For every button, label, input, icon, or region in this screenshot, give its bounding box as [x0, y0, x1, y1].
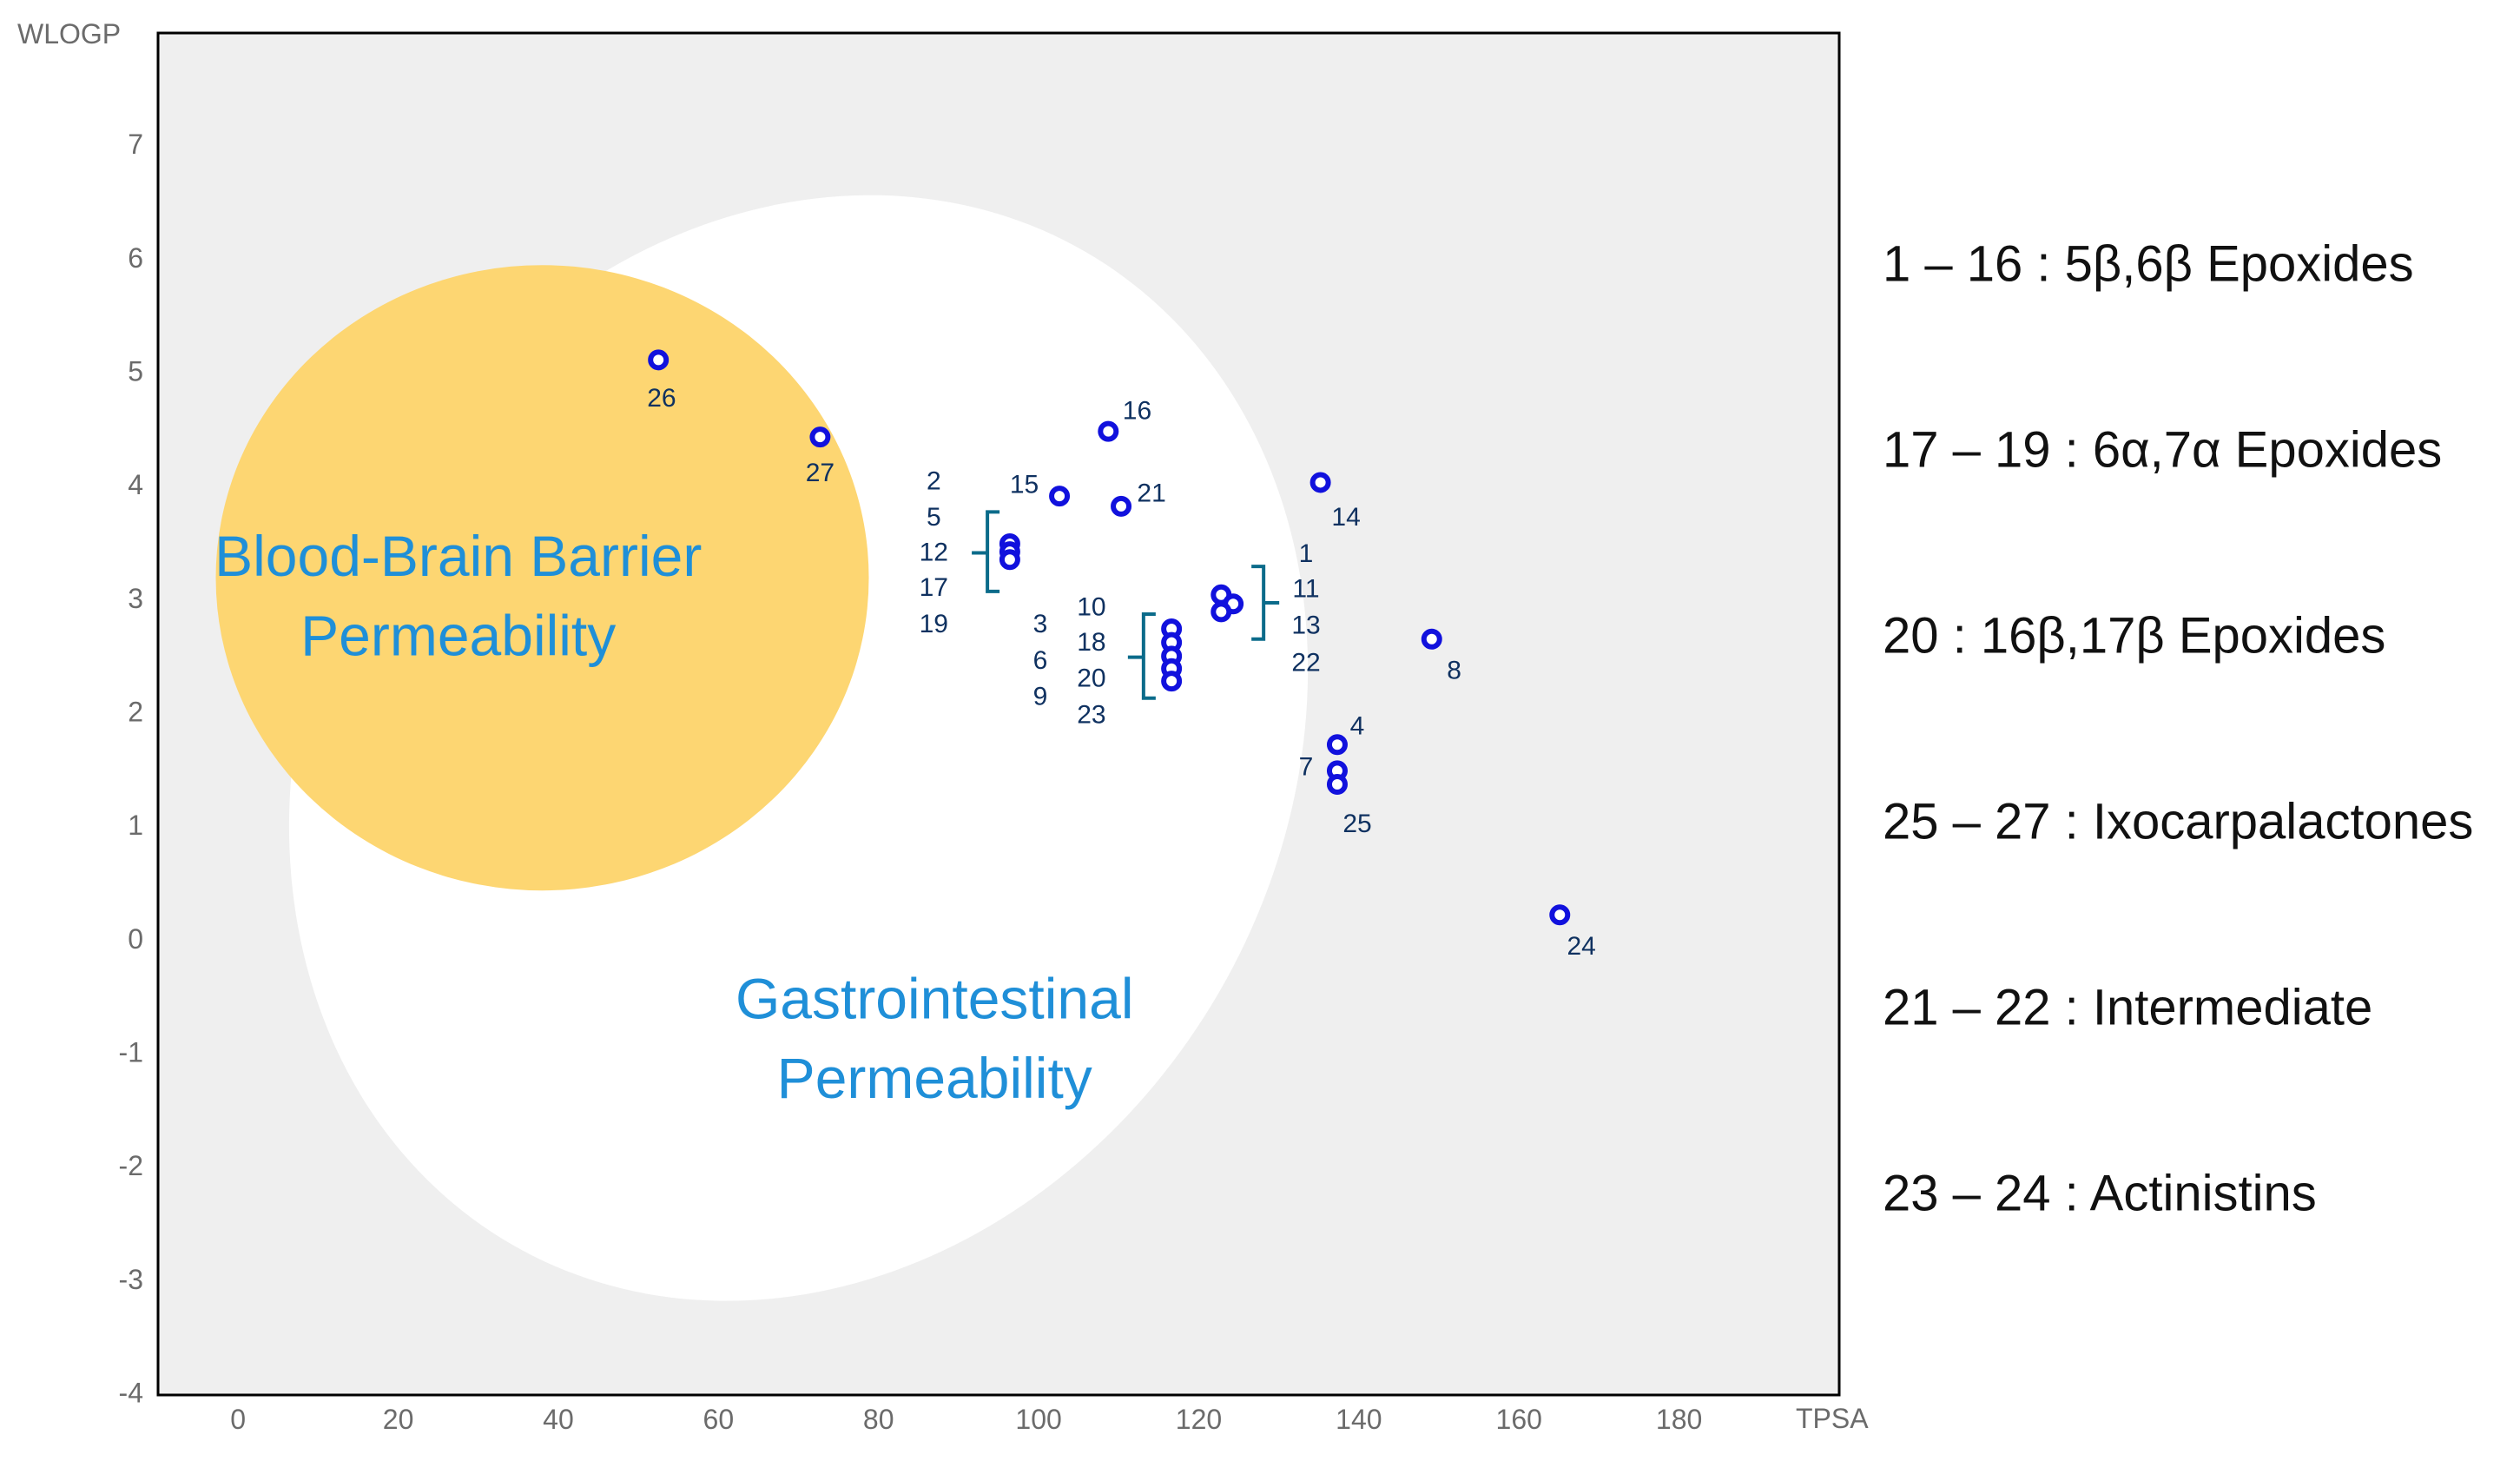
x-tick-label: 60: [703, 1404, 735, 1435]
x-tick-label: 120: [1176, 1404, 1222, 1435]
point-label-1: 1: [1299, 539, 1314, 568]
data-point-8: [1421, 628, 1442, 650]
point-label-7: 7: [1299, 753, 1314, 782]
legend-item-3: 20 : 16β,17β Epoxides: [1883, 607, 2385, 664]
point-label-12: 12: [920, 539, 948, 567]
y-tick-label: 4: [128, 469, 143, 500]
x-axis-label: TPSA: [1796, 1403, 1869, 1434]
point-label-17: 17: [920, 573, 948, 602]
point-label-25: 25: [1342, 810, 1371, 838]
point-label-16: 16: [1123, 396, 1151, 425]
point-label-3: 3: [1033, 610, 1048, 638]
x-tick-label: 0: [230, 1404, 246, 1435]
point-label-24: 24: [1567, 932, 1595, 961]
x-tick-label: 100: [1015, 1404, 1061, 1435]
data-point-14: [1309, 472, 1331, 493]
bracket-group-1-22: [1251, 565, 1280, 641]
x-tick-label: 180: [1656, 1404, 1702, 1435]
data-point-6: [1161, 671, 1183, 692]
point-label-5: 5: [927, 503, 941, 532]
x-tick-label: 80: [863, 1404, 894, 1435]
x-tick-label: 40: [543, 1404, 574, 1435]
region-blood-brain-barrier: [215, 265, 869, 891]
legend-item-6: 23 – 24 : Actinistins: [1883, 1165, 2317, 1221]
y-axis-label: WLOGP: [17, 18, 121, 50]
x-tick-label: 160: [1496, 1404, 1542, 1435]
point-label-22: 22: [1291, 648, 1320, 677]
point-label-13: 13: [1291, 611, 1320, 639]
legend-item-5: 21 – 22 : Intermediate: [1883, 979, 2372, 1035]
legend-item-2: 17 – 19 : 6α,7α Epoxides: [1883, 421, 2442, 478]
data-point-25: [1326, 774, 1348, 796]
point-label-6: 6: [1033, 646, 1048, 675]
y-tick-label: 1: [128, 810, 143, 841]
region-label-gastrointestinal-2: Permeability: [777, 1046, 1092, 1110]
data-point-21: [1111, 495, 1132, 517]
y-tick-label: 7: [128, 129, 143, 160]
point-label-19: 19: [920, 610, 948, 638]
x-tick-label: 140: [1336, 1404, 1382, 1435]
point-label-10: 10: [1077, 592, 1105, 621]
point-label-18: 18: [1077, 628, 1105, 657]
data-point-12: [999, 549, 1020, 571]
point-label-9: 9: [1033, 683, 1048, 711]
point-label-15: 15: [1010, 470, 1039, 499]
legend-item-4: 25 – 27 : Ixocarpalactones: [1883, 793, 2473, 849]
y-tick-label: -2: [119, 1150, 143, 1181]
data-point-16: [1098, 420, 1119, 442]
y-tick-label: -1: [119, 1036, 143, 1068]
data-point-26: [648, 349, 670, 371]
region-label-blood-brain-barrier-2: Permeability: [300, 604, 616, 668]
point-label-2: 2: [927, 466, 941, 495]
point-label-11: 11: [1292, 574, 1319, 603]
x-tick-label: 20: [383, 1404, 414, 1435]
data-point-15: [1049, 486, 1071, 507]
data-point-24: [1549, 904, 1571, 926]
grouping-brackets: [972, 510, 1280, 700]
data-point-13: [1211, 601, 1232, 623]
legend: 1 – 16 : 5β,6β Epoxides 17 – 19 : 6α,7α E…: [1883, 235, 2473, 1221]
point-label-20: 20: [1077, 664, 1105, 693]
region-label-blood-brain-barrier-1: Blood-Brain Barrier: [214, 524, 702, 588]
point-label-14: 14: [1331, 503, 1360, 532]
y-tick-label: -3: [119, 1264, 143, 1295]
bracket-group-2-19: [972, 510, 1000, 593]
y-tick-label: 5: [128, 355, 143, 387]
bracket-group-3-23: [1127, 612, 1156, 700]
point-label-4: 4: [1350, 712, 1365, 741]
y-tick-label: 2: [128, 696, 143, 727]
point-label-21: 21: [1137, 479, 1165, 508]
point-label-26: 26: [647, 384, 676, 413]
y-tick-label: 0: [128, 923, 143, 955]
region-label-gastrointestinal-1: Gastrointestinal: [736, 967, 1134, 1031]
y-tick-label: 3: [128, 583, 143, 614]
point-label-27: 27: [806, 459, 835, 487]
y-tick-label: 6: [128, 242, 143, 274]
y-tick-label: -4: [119, 1377, 143, 1408]
legend-item-1: 1 – 16 : 5β,6β Epoxides: [1883, 235, 2414, 292]
point-label-23: 23: [1077, 701, 1105, 730]
point-label-8: 8: [1447, 657, 1461, 685]
data-point-27: [809, 426, 831, 448]
data-point-4: [1326, 734, 1348, 756]
